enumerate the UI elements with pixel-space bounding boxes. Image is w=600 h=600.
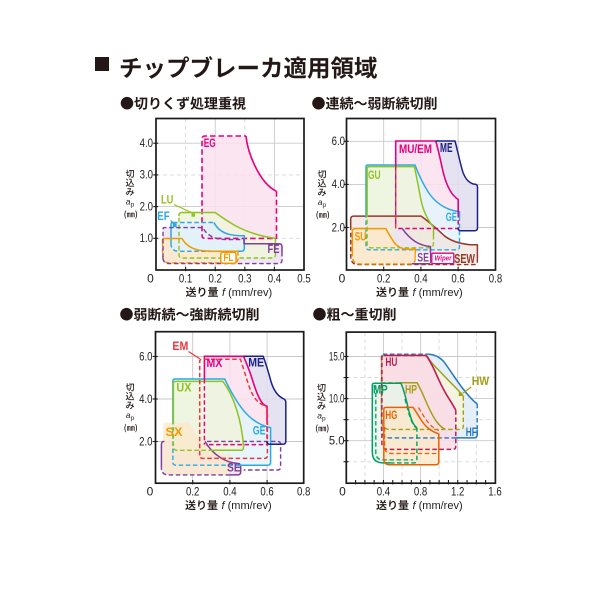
svg-text:f (mm/rev): f (mm/rev)	[222, 500, 272, 512]
svg-text:3.0: 3.0	[140, 168, 154, 182]
svg-text:0.4: 0.4	[268, 272, 282, 286]
svg-text:15.0: 15.0	[329, 349, 345, 363]
svg-text:EG: EG	[204, 136, 216, 150]
svg-text:0.2: 0.2	[186, 485, 200, 499]
svg-text:GE: GE	[446, 210, 457, 224]
svg-text:10.0: 10.0	[329, 391, 345, 405]
svg-text:GU: GU	[368, 168, 381, 182]
svg-text:Wiper: Wiper	[435, 256, 453, 263]
svg-text:ap: ap	[317, 411, 326, 423]
svg-text:0.8: 0.8	[414, 485, 428, 499]
svg-text:1.2: 1.2	[451, 485, 465, 499]
svg-text:2.0: 2.0	[140, 199, 154, 213]
svg-text:f (mm/rev): f (mm/rev)	[413, 287, 463, 299]
svg-text:0.5: 0.5	[297, 272, 311, 286]
svg-text:ME: ME	[248, 356, 264, 370]
svg-text:0.8: 0.8	[297, 485, 311, 499]
svg-text:0.2: 0.2	[377, 272, 391, 286]
svg-text:0.4: 0.4	[223, 485, 237, 499]
svg-text:4.0: 4.0	[332, 177, 346, 191]
svg-text:HU: HU	[385, 355, 397, 369]
svg-text:HP: HP	[405, 382, 417, 396]
svg-text:1.6: 1.6	[488, 485, 502, 499]
svg-text:f (mm/rev): f (mm/rev)	[413, 500, 463, 512]
svg-text:MU/EM: MU/EM	[399, 142, 432, 156]
svg-text:2.0: 2.0	[139, 434, 153, 448]
svg-text:SEW: SEW	[454, 252, 475, 266]
svg-text:1.0: 1.0	[140, 231, 154, 245]
svg-text:HG: HG	[385, 408, 397, 422]
svg-text:4.0: 4.0	[139, 392, 153, 406]
svg-text:0.4: 0.4	[414, 272, 428, 286]
svg-text:EM: EM	[172, 339, 188, 353]
svg-text:MP: MP	[373, 383, 388, 397]
svg-text:FE: FE	[268, 242, 280, 256]
svg-text:0.6: 0.6	[260, 485, 274, 499]
svg-text:SX: SX	[166, 425, 183, 439]
svg-text:FL: FL	[223, 252, 233, 264]
svg-text:ap: ap	[126, 197, 135, 209]
svg-text:0: 0	[339, 272, 346, 286]
svg-text:0.4: 0.4	[377, 485, 391, 499]
svg-text:0: 0	[147, 272, 154, 286]
svg-text:SE: SE	[227, 461, 241, 475]
svg-text:SU: SU	[355, 229, 367, 243]
svg-text:6.0: 6.0	[332, 134, 346, 148]
svg-text:UX: UX	[176, 380, 191, 394]
svg-text:6.0: 6.0	[139, 349, 153, 363]
svg-text:SE: SE	[417, 251, 429, 265]
svg-text:2.0: 2.0	[332, 220, 346, 234]
svg-text:LU: LU	[161, 193, 173, 207]
svg-text:0.2: 0.2	[209, 272, 223, 286]
svg-text:0: 0	[339, 485, 346, 499]
svg-text:0.1: 0.1	[179, 272, 193, 286]
svg-text:ap: ap	[126, 410, 135, 422]
svg-text:MX: MX	[207, 356, 223, 370]
svg-text:5.0: 5.0	[329, 434, 345, 448]
svg-text:HW: HW	[472, 374, 490, 388]
svg-text:ME: ME	[440, 141, 453, 155]
svg-text:ap: ap	[318, 197, 327, 209]
svg-text:f (mm/rev): f (mm/rev)	[222, 287, 272, 299]
svg-text:EF: EF	[157, 209, 169, 223]
svg-text:0.8: 0.8	[489, 272, 503, 286]
svg-text:0.3: 0.3	[238, 272, 252, 286]
svg-text:HF: HF	[466, 425, 477, 439]
svg-text:0.6: 0.6	[451, 272, 465, 286]
svg-text:GE: GE	[253, 424, 266, 438]
svg-text:4.0: 4.0	[140, 136, 154, 150]
svg-text:0: 0	[147, 485, 154, 499]
